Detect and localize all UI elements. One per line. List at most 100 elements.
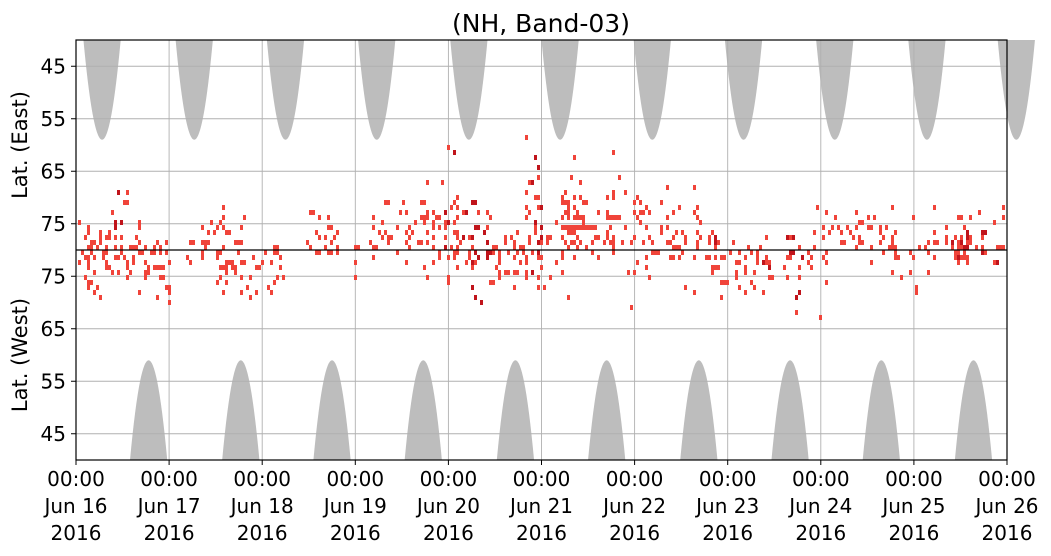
observation-cell	[477, 255, 480, 260]
observation-cell	[756, 250, 759, 255]
observation-cell	[477, 210, 480, 215]
observation-cell	[846, 225, 849, 230]
observation-cell	[957, 260, 960, 265]
observation-cell	[630, 305, 633, 310]
observation-cell	[261, 260, 264, 265]
observation-cell	[258, 265, 261, 270]
observation-cell	[99, 240, 102, 245]
observation-cell	[540, 255, 543, 260]
observation-cell	[387, 200, 390, 205]
observation-cell	[381, 220, 384, 225]
observation-cell	[144, 275, 147, 280]
observation-cell	[966, 235, 969, 240]
observation-cell	[636, 260, 639, 265]
observation-cell	[966, 245, 969, 250]
observation-cell	[981, 250, 984, 255]
x-axis-ticks: 00:00 Jun 16 2016 00:00 Jun 17 2016 00:00 Jun 1…	[42, 460, 1039, 545]
x-tick-label: Jun 24	[787, 494, 852, 518]
observation-cell	[90, 250, 93, 255]
observation-cell	[567, 215, 570, 220]
observation-cell	[951, 245, 954, 250]
observation-cell	[153, 245, 156, 250]
observation-cell	[657, 250, 660, 255]
observation-cell	[489, 280, 492, 285]
observation-cell	[165, 240, 168, 245]
observation-cell	[594, 225, 597, 230]
observation-cell	[87, 285, 90, 290]
observation-cell	[885, 225, 888, 230]
observation-cell	[747, 245, 750, 250]
observation-cell	[87, 265, 90, 270]
observation-cell	[963, 225, 966, 230]
observation-cell	[957, 240, 960, 245]
observation-cell	[879, 225, 882, 230]
observation-cell	[234, 265, 237, 270]
observation-cell	[768, 260, 771, 265]
observation-cell	[528, 210, 531, 215]
coverage-gap-east	[358, 40, 396, 140]
observation-cell	[909, 270, 912, 275]
observation-cell	[861, 220, 864, 225]
observation-cell	[582, 215, 585, 220]
observation-cell	[870, 260, 873, 265]
observation-cell	[204, 240, 207, 245]
observation-cell	[573, 205, 576, 210]
observation-cell	[150, 250, 153, 255]
observation-cell	[789, 235, 792, 240]
observation-cell	[105, 245, 108, 250]
observation-cell	[135, 245, 138, 250]
y-axis-ticks: 45 55 65 75 75 65 55 45	[41, 54, 76, 446]
observation-cell	[969, 235, 972, 240]
observation-cell	[495, 245, 498, 250]
observation-cell	[516, 250, 519, 255]
observation-cell	[594, 235, 597, 240]
observation-cell	[138, 220, 141, 225]
observation-cell	[564, 225, 567, 230]
observation-cell	[810, 255, 813, 260]
observation-cell	[573, 230, 576, 235]
observation-cell	[786, 255, 789, 260]
observation-cell	[432, 210, 435, 215]
observation-cell	[144, 270, 147, 275]
observation-cell	[372, 225, 375, 230]
observation-cell	[420, 200, 423, 205]
observation-cell	[744, 255, 747, 260]
observation-cell	[267, 285, 270, 290]
observation-cell	[219, 275, 222, 280]
observation-cell	[519, 260, 522, 265]
observation-cell	[507, 250, 510, 255]
observation-cell	[162, 275, 165, 280]
observation-cell	[960, 255, 963, 260]
observation-cell	[732, 240, 735, 245]
observation-cell	[354, 260, 357, 265]
observation-cell	[381, 235, 384, 240]
observation-cell	[423, 265, 426, 270]
observation-cell	[447, 280, 450, 285]
observation-cell	[126, 275, 129, 280]
observation-cell	[909, 250, 912, 255]
observation-cell	[423, 215, 426, 220]
observation-cell	[201, 225, 204, 230]
observation-cell	[651, 240, 654, 245]
observation-cell	[570, 175, 573, 180]
observation-cell	[273, 245, 276, 250]
observation-cell	[666, 185, 669, 190]
observation-cell	[426, 230, 429, 235]
observation-cell	[762, 260, 765, 265]
observation-cell	[534, 195, 537, 200]
observation-cell	[513, 285, 516, 290]
x-tick-label: 00:00	[326, 467, 384, 491]
observation-cell	[798, 265, 801, 270]
observation-cell	[786, 235, 789, 240]
observation-cell	[867, 225, 870, 230]
x-tick-label: Jun 16	[42, 494, 107, 518]
observation-cell	[444, 235, 447, 240]
observation-cell	[105, 260, 108, 265]
observation-cell	[765, 260, 768, 265]
observation-cell	[222, 265, 225, 270]
observation-cell	[456, 250, 459, 255]
coverage-gap-east	[175, 40, 213, 140]
observation-cell	[99, 295, 102, 300]
observation-cell	[579, 240, 582, 245]
observation-cell	[585, 225, 588, 230]
